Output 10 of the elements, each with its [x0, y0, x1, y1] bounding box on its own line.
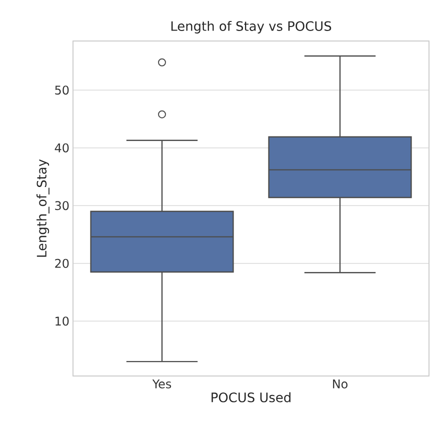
y-tick-label: 40: [54, 143, 69, 152]
x-axis-title: POCUS Used: [212, 392, 290, 402]
y-tick-label: 10: [56, 316, 69, 326]
x-tick-label: Yes: [152, 380, 172, 388]
y-tick-label: 50: [55, 86, 69, 95]
y-axis-title: Length_of_Stay: [36, 159, 50, 257]
chart-title: Length of Stay vs POCUS: [171, 20, 332, 34]
y-tick-label: 20: [55, 258, 69, 268]
y-tick-label: 30: [55, 201, 69, 210]
x-tick-label: No: [333, 380, 348, 388]
